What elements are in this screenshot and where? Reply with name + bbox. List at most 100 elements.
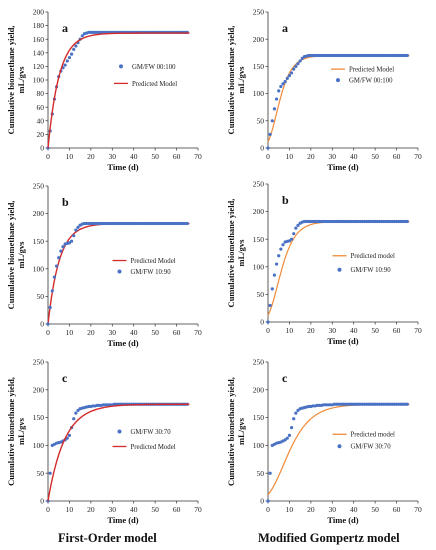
data-point: [65, 436, 69, 440]
x-tick-label: 60: [393, 326, 401, 335]
x-tick-label: 50: [151, 328, 159, 337]
data-point: [274, 97, 279, 101]
y-tick-label: 50: [37, 469, 45, 478]
y-tick-label: 250: [253, 8, 265, 17]
y-tick-label: 60: [37, 103, 45, 112]
data-point: [292, 232, 296, 236]
data-point: [266, 499, 270, 503]
chart-panel-c-gompertz: 0 10 20 30 40 50 60 70 0 50 100 150 200 250 Time (d) Cu…: [226, 358, 422, 525]
data-point: [287, 433, 292, 437]
data-point: [272, 273, 277, 277]
legend-marker-swatch: [336, 78, 340, 83]
data-point: [294, 64, 298, 68]
y-tick-label: 50: [257, 469, 265, 478]
legend-label: Predicted Model: [349, 67, 394, 74]
y-tick-label: 100: [33, 441, 45, 450]
data-point: [61, 245, 65, 249]
x-tick-label: 50: [371, 505, 379, 514]
x-tick-label: 0: [266, 152, 270, 161]
x-axis-title: Time (d): [327, 336, 358, 346]
data-point: [287, 74, 292, 78]
x-tick-label: 10: [286, 152, 294, 161]
data-point: [294, 226, 298, 230]
x-tick-label: 30: [329, 326, 337, 335]
data-point: [281, 82, 285, 86]
y-axis-title-unit: mL/gvs: [16, 241, 26, 269]
data-point: [405, 219, 409, 224]
legend-label: GM/FW 30:70: [351, 444, 392, 451]
data-point: [405, 53, 409, 58]
x-tick-label: 10: [286, 326, 294, 335]
y-tick-label: 200: [33, 209, 45, 218]
data-point: [289, 71, 294, 75]
chart-panel-b-first-order: 0 10 20 30 40 50 60 70 0 50 100 150 200 250 Time (d) Cu…: [6, 182, 202, 348]
legend-label: GM/FW 00:100: [349, 78, 393, 85]
data-point: [54, 264, 59, 268]
x-tick-label: 20: [87, 152, 95, 161]
panel-letter: c: [62, 371, 68, 385]
data-point: [268, 471, 272, 475]
caption-gompertz: Modified Gompertz model: [258, 531, 400, 545]
y-tick-label: 100: [33, 264, 45, 273]
x-axis-title: Time (d): [327, 162, 358, 172]
x-tick-label: 10: [66, 152, 74, 161]
data-point: [74, 228, 78, 232]
data-point: [296, 62, 300, 66]
data-point: [69, 52, 74, 56]
panel-letter: b: [62, 195, 69, 209]
x-tick-label: 70: [414, 326, 422, 335]
x-tick-label: 60: [173, 505, 181, 514]
x-tick-label: 50: [371, 152, 379, 161]
y-tick-label: 40: [37, 116, 45, 125]
y-axis-title-unit: mL/gvs: [16, 66, 26, 94]
predicted-model-line: [47, 403, 190, 502]
x-tick-label: 50: [151, 152, 159, 161]
x-tick-label: 50: [151, 505, 159, 514]
x-tick-label: 20: [307, 505, 315, 514]
panel-letter: a: [282, 21, 288, 35]
y-tick-label: 50: [37, 292, 45, 301]
legend-label: GM/FW 00:100: [132, 64, 176, 71]
data-point: [46, 322, 50, 326]
data-point: [270, 287, 274, 291]
x-tick-label: 30: [329, 152, 337, 161]
data-point: [268, 303, 272, 308]
data-point: [74, 411, 78, 415]
y-tick-label: 50: [257, 116, 265, 125]
y-tick-label: 200: [253, 385, 265, 394]
y-axis-title-unit: mL/gvs: [236, 417, 246, 445]
data-point: [289, 237, 294, 241]
y-tick-label: 150: [253, 413, 265, 422]
x-tick-label: 40: [130, 152, 138, 161]
data-point: [405, 402, 409, 406]
y-tick-label: 0: [40, 320, 44, 329]
legend-marker-swatch: [117, 429, 122, 434]
y-tick-label: 50: [257, 290, 265, 299]
y-tick-label: 250: [33, 358, 45, 367]
x-tick-label: 60: [173, 152, 181, 161]
y-axis-title: Cumulative biomethane yield,: [6, 201, 16, 310]
y-tick-label: 160: [33, 35, 45, 44]
data-point: [283, 80, 287, 84]
data-point: [272, 107, 277, 111]
data-point: [72, 417, 76, 421]
y-tick-label: 120: [33, 62, 45, 71]
y-tick-label: 100: [33, 76, 45, 85]
y-tick-label: 80: [37, 89, 45, 98]
legend-label: GM/FW 30:70: [131, 429, 172, 436]
y-tick-label: 0: [40, 497, 44, 506]
x-tick-label: 40: [130, 505, 138, 514]
y-tick-label: 150: [33, 237, 45, 246]
data-point: [50, 289, 54, 293]
legend-marker-swatch: [337, 267, 342, 272]
legend-label: Predicted Model: [131, 258, 176, 265]
x-tick-label: 10: [286, 505, 294, 514]
data-point: [294, 411, 298, 415]
data-point: [289, 426, 294, 430]
data-point: [80, 34, 84, 38]
x-axis-title: Time (d): [327, 515, 358, 525]
y-axis-title: Cumulative biomethane yield,: [226, 26, 236, 135]
x-tick-label: 20: [87, 505, 95, 514]
data-point: [292, 67, 296, 71]
